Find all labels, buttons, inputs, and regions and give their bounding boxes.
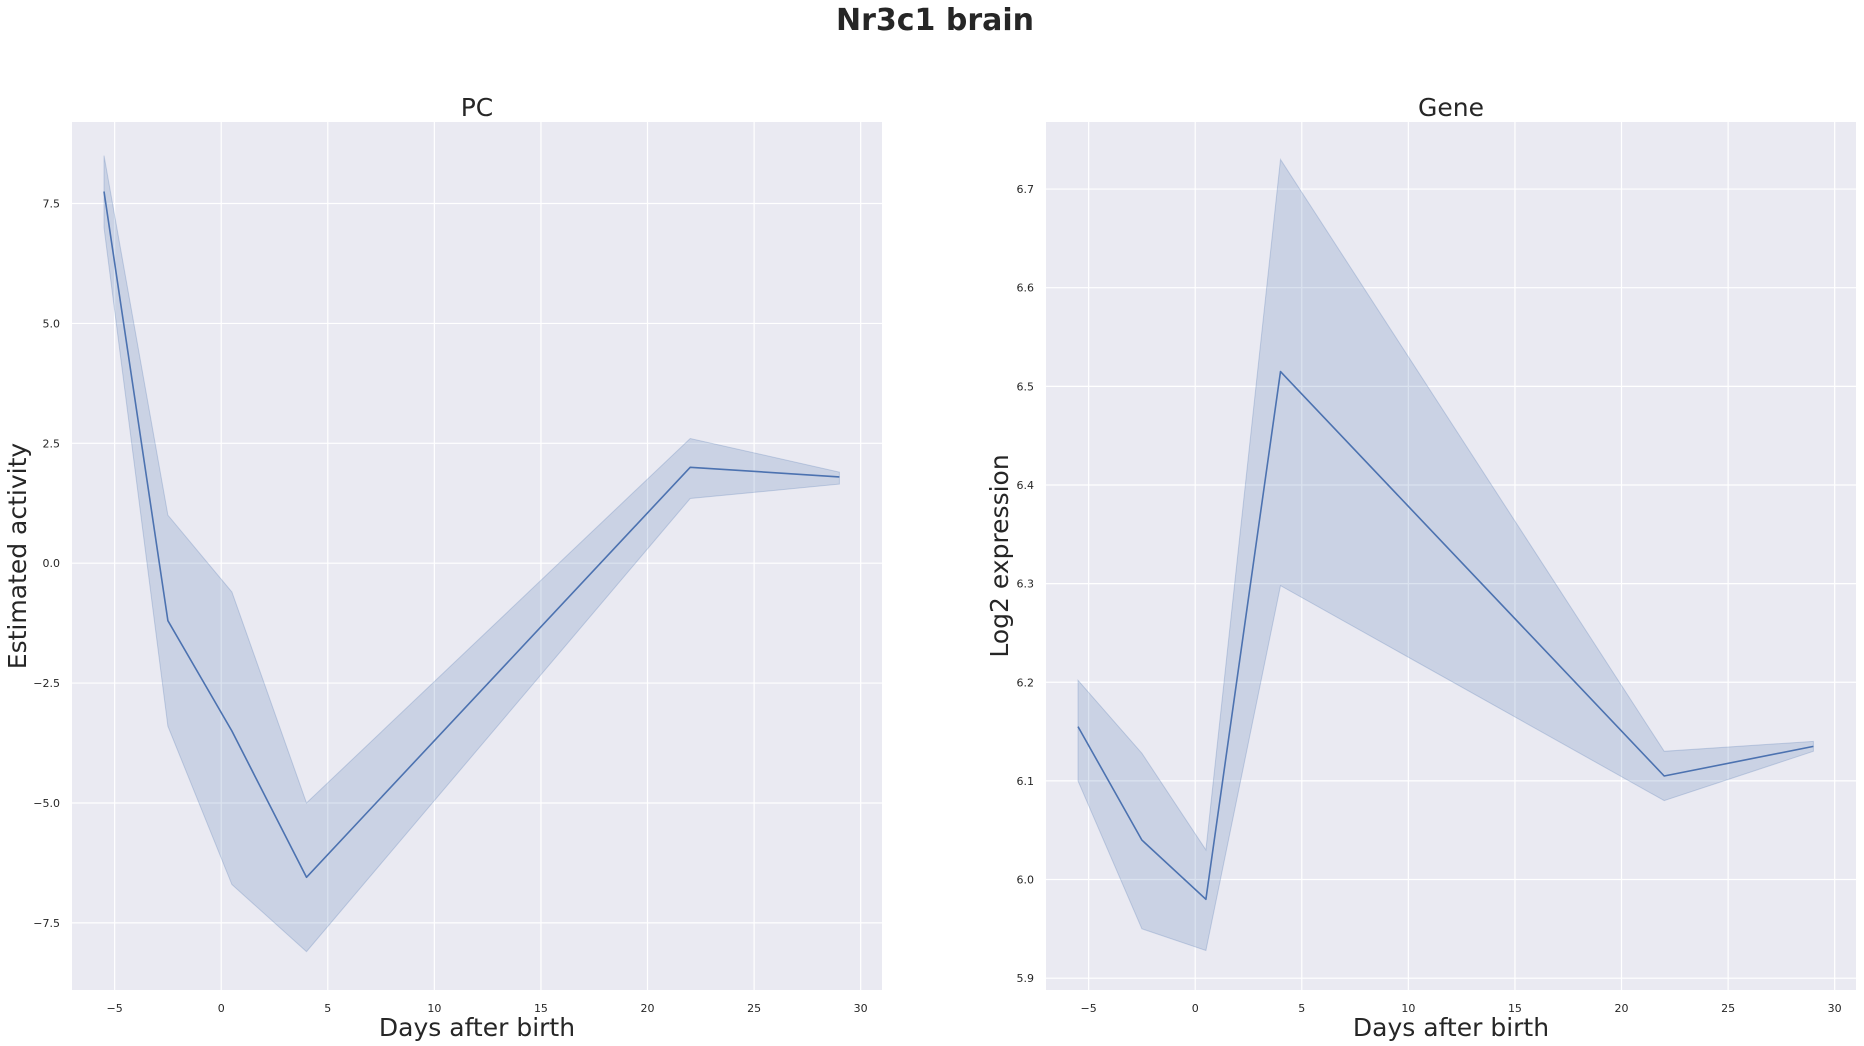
x-tick-label-gene: −5	[1081, 1002, 1097, 1015]
x-tick-label-gene: 10	[1401, 1002, 1415, 1015]
x-axis-label-gene: Days after birth	[1353, 1013, 1549, 1042]
y-tick-label-gene: 6.7	[1017, 183, 1035, 196]
x-tick-label-pc: 5	[324, 1002, 331, 1015]
y-tick-label-gene: 6.0	[1017, 874, 1035, 887]
y-tick-label-gene: 6.4	[1017, 479, 1035, 492]
y-tick-label-gene: 6.3	[1017, 578, 1035, 591]
y-tick-label-gene: 6.5	[1017, 380, 1035, 393]
x-tick-label-pc: 10	[427, 1002, 441, 1015]
ci-band-pc	[103, 155, 840, 953]
x-tick-label-gene: 30	[1828, 1002, 1842, 1015]
ci-band-gene	[1077, 158, 1814, 952]
series-line-pc	[103, 191, 840, 879]
y-axis-label-pc: Estimated activity	[3, 443, 32, 670]
y-tick-label-gene: 5.9	[1017, 972, 1035, 985]
x-tick-label-pc: 0	[218, 1002, 225, 1015]
y-tick-label-pc: −7.5	[33, 917, 60, 930]
x-tick-label-pc: 30	[854, 1002, 868, 1015]
y-tick-label-pc: −2.5	[33, 677, 60, 690]
x-ticks-pc: −5 0 5 10 15 20 25 30	[107, 1002, 868, 1015]
chart-pc: −5 0 5 10 15 20 25 30 −7.5−5.0−2.50.02.55.07.5 …	[3, 93, 882, 1042]
figure-suptitle: Nr3c1 brain	[836, 3, 1034, 38]
ci-band-layer-pc	[103, 155, 840, 953]
x-tick-label-pc: 15	[534, 1002, 548, 1015]
chart-title-gene: Gene	[1418, 93, 1484, 122]
y-ticks-pc: −7.5 −5.0 −2.5 0.0 2.5 5.0 7.5	[33, 198, 60, 930]
y-tick-label-pc: 5.0	[43, 317, 61, 330]
y-tick-label-pc: −5.0	[33, 797, 60, 810]
chart-gene: −5 0 5 10 15 20 25 30 5.9 6.0 6.1 6.2 6.3 6.4 6.5 6.6 6…	[985, 93, 1856, 1042]
y-tick-label-pc: 2.5	[43, 437, 61, 450]
x-tick-label-pc: −5	[107, 1002, 123, 1015]
x-tick-label-pc: 25	[747, 1002, 761, 1015]
y-tick-label-pc: 0.0	[43, 557, 61, 570]
grid-gene	[1046, 122, 1856, 990]
y-tick-label-pc: 7.5	[43, 198, 61, 211]
x-tick-label-gene: 0	[1192, 1002, 1199, 1015]
y-tick-label-gene: 6.6	[1017, 282, 1035, 295]
y-axis-label-gene: Log2 expression	[985, 454, 1014, 657]
series-line-gene	[1077, 370, 1814, 901]
y-ticks-gene: 5.9 6.0 6.1 6.2 6.3 6.4 6.5 6.6 6.7	[1017, 183, 1035, 985]
x-axis-label-pc: Days after birth	[379, 1013, 575, 1042]
y-tick-label-gene: 6.1	[1017, 775, 1035, 788]
plot-area-pc	[72, 122, 882, 990]
y-tick-label-gene: 6.2	[1017, 676, 1035, 689]
line-layer-pc	[103, 191, 840, 879]
plot-area-gene	[1046, 122, 1856, 990]
x-tick-label-pc: 20	[641, 1002, 655, 1015]
x-tick-label-gene: 15	[1508, 1002, 1522, 1015]
x-tick-label-gene: 20	[1615, 1002, 1629, 1015]
line-layer-gene	[1077, 370, 1814, 901]
chart-title-pc: PC	[461, 93, 494, 122]
x-tick-label-gene: 25	[1721, 1002, 1735, 1015]
ci-band-layer-gene	[1077, 158, 1814, 952]
x-tick-label-gene: 5	[1298, 1002, 1305, 1015]
x-ticks-gene: −5 0 5 10 15 20 25 30	[1081, 1002, 1842, 1015]
grid-pc	[72, 122, 882, 990]
